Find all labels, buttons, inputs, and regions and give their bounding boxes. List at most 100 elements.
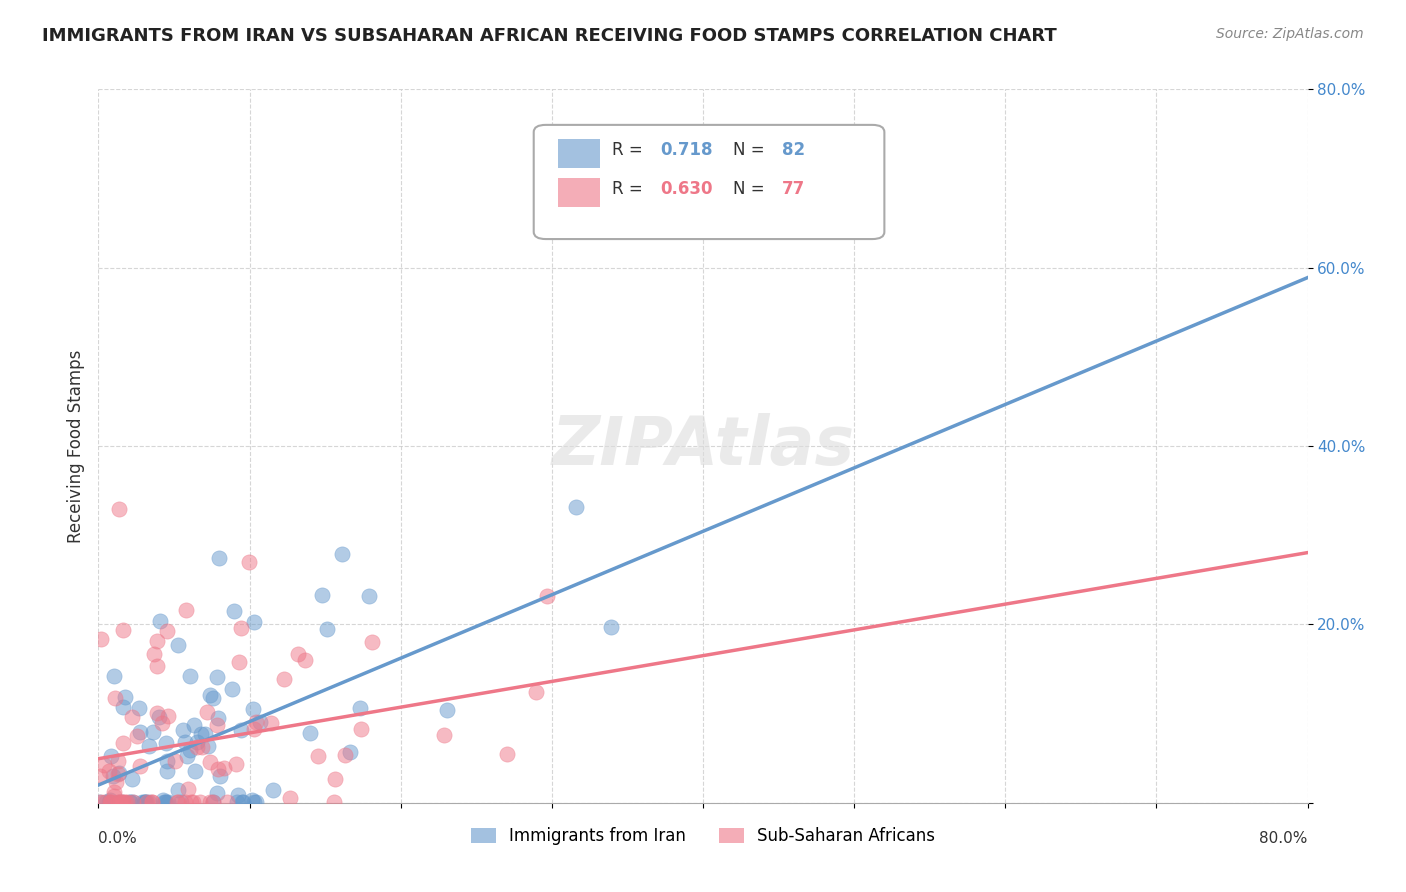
- Point: [128, 701, 150, 715]
- Point: [136, 795, 159, 809]
- Point: [330, 547, 353, 561]
- Point: [205, 787, 228, 801]
- Point: [142, 647, 165, 661]
- Point: [145, 706, 167, 721]
- Text: R =: R =: [613, 180, 648, 198]
- Point: [186, 740, 208, 755]
- Point: [111, 795, 134, 809]
- Legend: Immigrants from Iran, Sub-Saharan Africans: Immigrants from Iran, Sub-Saharan Africa…: [464, 821, 942, 852]
- Point: [173, 735, 195, 749]
- Point: [205, 670, 228, 684]
- Point: [200, 795, 222, 809]
- Point: [349, 700, 371, 714]
- Point: [180, 795, 202, 809]
- Point: [166, 795, 188, 809]
- Point: [200, 756, 222, 770]
- Text: ZIPAtlas: ZIPAtlas: [551, 413, 855, 479]
- Point: [311, 588, 333, 602]
- Point: [186, 735, 208, 749]
- Text: N =: N =: [734, 180, 770, 198]
- Point: [89, 795, 111, 809]
- Point: [339, 746, 361, 760]
- Point: [170, 795, 193, 809]
- Point: [245, 715, 267, 730]
- Point: [131, 795, 153, 809]
- Point: [243, 795, 266, 809]
- Point: [323, 772, 346, 786]
- Point: [232, 795, 254, 809]
- Point: [152, 793, 174, 807]
- Point: [361, 634, 384, 648]
- Point: [89, 768, 111, 782]
- Point: [114, 690, 136, 705]
- Point: [103, 789, 125, 803]
- Point: [183, 718, 205, 732]
- Point: [173, 795, 195, 809]
- Point: [146, 659, 169, 673]
- Point: [122, 795, 145, 809]
- Point: [149, 615, 172, 629]
- Point: [107, 767, 129, 781]
- Point: [190, 795, 212, 809]
- Point: [132, 795, 155, 809]
- Point: [177, 782, 200, 797]
- Point: [156, 764, 179, 778]
- Point: [138, 795, 160, 809]
- Point: [98, 795, 121, 809]
- Text: 77: 77: [782, 180, 804, 198]
- Point: [107, 502, 129, 516]
- Point: [245, 795, 267, 809]
- Point: [125, 729, 148, 743]
- Point: [108, 765, 131, 780]
- Point: [134, 795, 156, 809]
- Point: [228, 655, 250, 669]
- Point: [93, 795, 115, 809]
- Point: [229, 723, 252, 737]
- Point: [350, 723, 373, 737]
- Point: [98, 764, 121, 779]
- Point: [93, 758, 115, 772]
- Point: [299, 726, 322, 740]
- Point: [208, 551, 231, 566]
- Point: [155, 795, 177, 809]
- Point: [155, 754, 177, 768]
- Point: [141, 795, 163, 809]
- Point: [194, 726, 217, 740]
- Point: [129, 725, 152, 739]
- Point: [432, 728, 454, 742]
- Point: [280, 791, 302, 805]
- Point: [128, 758, 150, 772]
- Point: [249, 714, 271, 729]
- Point: [153, 795, 176, 809]
- Point: [565, 500, 588, 514]
- Text: 80.0%: 80.0%: [1260, 831, 1308, 847]
- Point: [146, 633, 169, 648]
- Point: [197, 706, 219, 720]
- Point: [166, 795, 188, 809]
- Point: [156, 709, 179, 723]
- Bar: [558, 178, 600, 207]
- Text: R =: R =: [613, 141, 648, 159]
- Point: [111, 699, 134, 714]
- Point: [495, 747, 517, 762]
- Point: [307, 749, 329, 764]
- Point: [179, 669, 201, 683]
- Point: [90, 632, 112, 647]
- Point: [262, 783, 284, 797]
- Point: [243, 722, 266, 736]
- Point: [205, 718, 228, 732]
- Point: [112, 736, 135, 750]
- Point: [121, 710, 143, 724]
- Point: [118, 795, 141, 809]
- Text: Source: ZipAtlas.com: Source: ZipAtlas.com: [1216, 27, 1364, 41]
- Point: [121, 772, 143, 786]
- Point: [122, 795, 145, 809]
- Point: [155, 736, 177, 750]
- Point: [117, 795, 139, 809]
- Text: N =: N =: [734, 141, 770, 159]
- Point: [114, 795, 136, 809]
- Point: [100, 795, 122, 809]
- Point: [240, 793, 263, 807]
- Point: [94, 795, 117, 809]
- Point: [104, 775, 127, 789]
